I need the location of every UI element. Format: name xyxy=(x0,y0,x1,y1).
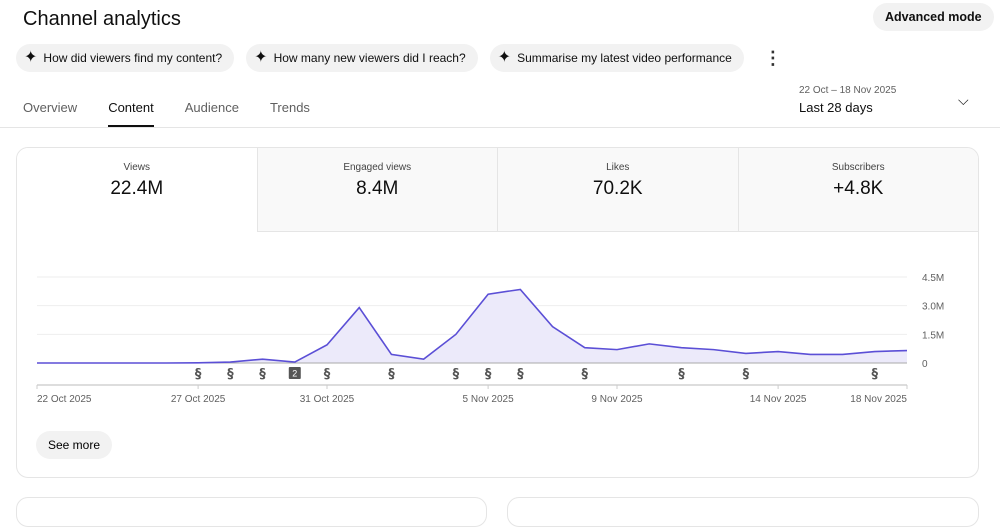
metric-engaged-views[interactable]: Engaged views 8.4M xyxy=(256,148,497,232)
data-point[interactable] xyxy=(583,346,587,350)
data-point[interactable] xyxy=(261,357,265,361)
advanced-mode-button[interactable]: Advanced mode xyxy=(873,3,994,31)
data-point[interactable] xyxy=(67,361,71,365)
data-point[interactable] xyxy=(35,361,39,365)
chip-label: How many new viewers did I reach? xyxy=(273,51,466,65)
tab-overview[interactable]: Overview xyxy=(23,100,78,115)
y-tick-label: 1.5M xyxy=(922,330,944,341)
data-point[interactable] xyxy=(873,350,877,354)
y-tick-label: 4.5M xyxy=(922,273,944,284)
tab-bar: Overview Content Audience Trends xyxy=(23,100,310,127)
x-tick-label: 22 Oct 2025 xyxy=(37,394,92,405)
data-point[interactable] xyxy=(615,348,619,352)
views-line xyxy=(37,288,908,364)
data-point[interactable] xyxy=(841,352,845,356)
metric-value: +4.8K xyxy=(833,178,884,199)
chip-label: Summarise my latest video performance xyxy=(517,51,732,65)
shorts-icon[interactable]: § xyxy=(743,367,750,382)
data-point[interactable] xyxy=(905,349,909,353)
chip-label: How did viewers find my content? xyxy=(43,51,223,65)
data-point[interactable] xyxy=(551,325,555,329)
data-point[interactable] xyxy=(228,360,232,364)
data-point[interactable] xyxy=(196,361,200,365)
shorts-icon[interactable]: § xyxy=(259,367,266,382)
shorts-icon[interactable]: § xyxy=(582,367,589,382)
data-point[interactable] xyxy=(776,350,780,354)
shorts-icon[interactable]: § xyxy=(517,367,524,382)
views-chart: 0 1.5M 3.0M 4.5M § § § 2 § § § § § § § § § 22 Oct 2025 27 … xyxy=(35,273,944,405)
suggestion-chip[interactable]: ✦ How many new viewers did I reach? xyxy=(246,44,478,72)
analytics-card: Views 22.4M Engaged views 8.4M Likes 70.2K … xyxy=(16,147,979,478)
sparkle-icon: ✦ xyxy=(254,49,268,66)
see-more-button[interactable]: See more xyxy=(36,431,113,459)
y-tick-label: 0 xyxy=(922,359,928,370)
chevron-down-icon[interactable]: ⌵ xyxy=(958,92,969,108)
shorts-icon[interactable]: § xyxy=(453,367,460,382)
divider xyxy=(0,127,1000,128)
area-fill xyxy=(37,289,907,363)
date-range-label: Last 28 days xyxy=(799,100,873,115)
metric-name: Views xyxy=(123,162,151,173)
shorts-icon[interactable]: § xyxy=(324,367,331,382)
data-point[interactable] xyxy=(164,361,168,365)
sparkle-icon: ✦ xyxy=(24,49,38,66)
shorts-icon[interactable]: § xyxy=(195,367,202,382)
data-point[interactable] xyxy=(486,292,490,296)
suggestion-chips: ✦ How did viewers find my content? ✦ How m… xyxy=(16,44,782,72)
suggestion-chip[interactable]: ✦ How did viewers find my content? xyxy=(16,44,235,72)
data-point[interactable] xyxy=(679,346,683,350)
shorts-icon[interactable]: § xyxy=(388,367,395,382)
y-tick-label: 3.0M xyxy=(922,302,944,313)
metric-name: Engaged views xyxy=(343,162,412,173)
metric-name: Subscribers xyxy=(831,162,885,173)
x-tick-label: 31 Oct 2025 xyxy=(300,394,355,405)
content-card xyxy=(507,497,979,527)
more-vert-icon[interactable]: ⋮ xyxy=(763,47,782,68)
x-tick-label: 9 Nov 2025 xyxy=(591,394,643,405)
x-tick-label: 14 Nov 2025 xyxy=(750,394,807,405)
data-point[interactable] xyxy=(389,352,393,356)
metric-value: 70.2K xyxy=(592,178,643,199)
metric-subscribers[interactable]: Subscribers +4.8K xyxy=(737,148,978,232)
data-point[interactable] xyxy=(518,287,522,291)
shorts-icon[interactable]: § xyxy=(227,367,234,382)
data-point[interactable] xyxy=(422,357,426,361)
tab-audience[interactable]: Audience xyxy=(184,100,239,115)
data-point[interactable] xyxy=(744,351,748,355)
data-point[interactable] xyxy=(293,360,297,364)
data-point[interactable] xyxy=(712,348,716,352)
shorts-icon[interactable]: § xyxy=(678,367,685,382)
upload-count: 2 xyxy=(292,369,297,379)
x-tick-label: 18 Nov 2025 xyxy=(850,394,907,405)
data-point[interactable] xyxy=(454,332,458,336)
metric-name: Likes xyxy=(606,162,630,173)
metric-views[interactable]: Views 22.4M xyxy=(17,148,257,232)
tab-trends[interactable]: Trends xyxy=(269,100,310,115)
x-tick-label: 27 Oct 2025 xyxy=(171,394,226,405)
sparkle-icon: ✦ xyxy=(497,49,512,66)
date-range: 22 Oct – 18 Nov 2025 xyxy=(799,85,897,96)
data-point[interactable] xyxy=(647,342,651,346)
content-card xyxy=(16,497,487,527)
suggestion-chip[interactable]: ✦ Summarise my latest video performance xyxy=(489,44,744,72)
metric-value: 22.4M xyxy=(110,178,164,199)
metric-value: 8.4M xyxy=(356,178,399,199)
data-point[interactable] xyxy=(357,306,361,310)
x-tick-label: 5 Nov 2025 xyxy=(463,394,515,405)
shorts-icon[interactable]: § xyxy=(872,367,879,382)
data-point[interactable] xyxy=(99,361,103,365)
page-title: Channel analytics xyxy=(23,8,181,30)
shorts-icon[interactable]: § xyxy=(485,367,492,382)
data-point[interactable] xyxy=(132,361,136,365)
date-range-picker[interactable]: 22 Oct – 18 Nov 2025 Last 28 days xyxy=(799,85,896,115)
metric-likes[interactable]: Likes 70.2K xyxy=(497,148,738,232)
data-point[interactable] xyxy=(325,343,329,347)
upload-count-marker[interactable] xyxy=(288,367,301,379)
tab-content[interactable]: Content xyxy=(108,100,154,127)
data-point[interactable] xyxy=(808,352,812,356)
